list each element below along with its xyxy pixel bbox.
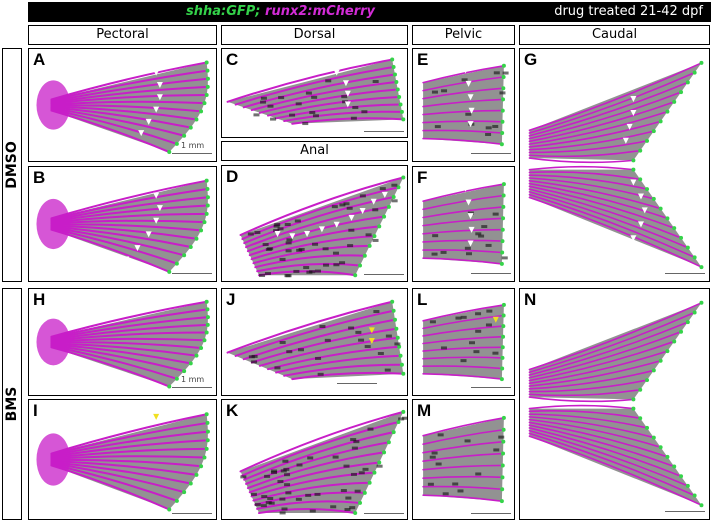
fin-image — [222, 49, 407, 137]
genotype-magenta-label: runx2:mCherry — [265, 4, 375, 19]
panel-label: L — [417, 290, 427, 310]
panel-f-pelvic-dmso: F — [412, 166, 515, 282]
row-label-bms: BMS — [2, 288, 22, 520]
panel-label: G — [524, 50, 537, 70]
panel-label: J — [226, 290, 235, 310]
panel-label: E — [417, 50, 428, 70]
panel-h-pectoral-bms: H 1 mm — [28, 288, 217, 396]
panel-m-pelvic-bms: M — [412, 399, 515, 520]
treatment-label: drug treated 21-42 dpf — [554, 4, 703, 19]
panel-n-caudal-bms: N — [519, 288, 710, 520]
fin-image — [222, 289, 407, 395]
fin-image — [413, 289, 514, 395]
panel-e-pelvic-dmso: E — [412, 48, 515, 162]
panel-label: M — [417, 401, 431, 421]
panel-j-dorsal-bms: J — [221, 288, 408, 396]
scale-bar — [172, 387, 212, 388]
panel-label: D — [226, 167, 238, 187]
title-bar: shha:GFP; runx2:mCherry drug treated 21-… — [28, 2, 711, 22]
fin-image — [520, 49, 709, 281]
panel-i-pectoral-bms: I — [28, 399, 217, 520]
column-header-caudal: Caudal — [519, 25, 710, 45]
panel-label: C — [226, 50, 238, 70]
scale-bar — [172, 273, 212, 274]
scale-bar — [471, 153, 511, 154]
panel-d-anal-dmso: D — [221, 165, 408, 282]
fin-image — [29, 400, 216, 519]
scale-bar — [364, 513, 404, 514]
column-header-dorsal: Dorsal — [221, 25, 408, 45]
column-header-pectoral: Pectoral — [28, 25, 217, 45]
scale-bar — [665, 511, 705, 512]
panel-g-caudal-dmso: G — [519, 48, 710, 282]
scale-bar — [471, 513, 511, 514]
panel-label: I — [33, 401, 38, 421]
scale-bar — [172, 513, 212, 514]
scale-bar — [471, 387, 511, 388]
scale-bar — [471, 273, 511, 274]
fin-image — [222, 166, 407, 281]
scale-bar-label: 1 mm — [181, 375, 204, 384]
scale-bar — [364, 131, 404, 132]
panel-label: B — [33, 168, 45, 188]
panel-label: F — [417, 168, 427, 188]
genotype-green-label: shha:GFP; — [186, 4, 261, 19]
fin-image — [413, 167, 514, 281]
fin-image — [222, 400, 407, 519]
panel-label: H — [33, 290, 45, 310]
panel-c-dorsal-dmso: C — [221, 48, 408, 138]
row-label-dmso: DMSO — [2, 48, 22, 282]
panel-l-pelvic-bms: L — [412, 288, 515, 396]
fin-image — [29, 167, 216, 281]
scale-bar-label: 1 mm — [181, 141, 204, 150]
panel-label: A — [33, 50, 45, 70]
fin-image — [520, 289, 709, 519]
panel-label: N — [524, 290, 536, 310]
panel-label: K — [226, 401, 238, 421]
column-header-anal: Anal — [221, 141, 408, 161]
scale-bar — [172, 153, 212, 154]
panel-a-pectoral-dmso: A 1 mm — [28, 48, 217, 162]
panel-b-pectoral-dmso: B — [28, 166, 217, 282]
column-header-pelvic: Pelvic — [412, 25, 515, 45]
scale-bar — [337, 383, 377, 384]
panel-k-anal-bms: K — [221, 399, 408, 520]
scale-bar — [364, 274, 404, 275]
scale-bar — [665, 273, 705, 274]
